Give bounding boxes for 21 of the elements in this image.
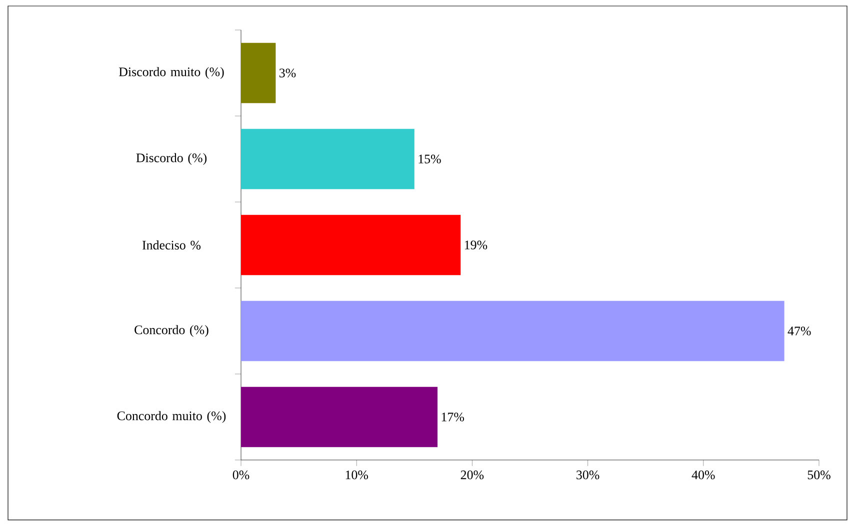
bar [241, 42, 276, 104]
data-label: 15% [418, 154, 441, 164]
x-tick-label: 40% [692, 470, 715, 480]
data-label: 47% [788, 326, 811, 336]
x-tick-label: 50% [808, 470, 830, 480]
x-tick-label: 20% [460, 470, 484, 480]
y-tick-label: Concordo (%) [134, 325, 208, 337]
y-tick-label: Discordo muito (%) [118, 67, 224, 79]
data-label: 19% [464, 240, 488, 250]
data-label: 17% [442, 412, 464, 422]
bar [241, 128, 414, 190]
y-tick-label: Concordo muito (%) [117, 411, 226, 423]
bar [241, 300, 784, 362]
y-tick-label: Indeciso % [142, 240, 201, 250]
bar [241, 214, 461, 276]
x-tick-label: 10% [346, 470, 368, 480]
y-tick-label: Discordo (%) [136, 153, 207, 165]
x-tick-label: 30% [576, 470, 600, 480]
x-tick-label: 0% [232, 470, 250, 480]
data-label: 3% [280, 68, 296, 78]
bar [241, 386, 438, 448]
